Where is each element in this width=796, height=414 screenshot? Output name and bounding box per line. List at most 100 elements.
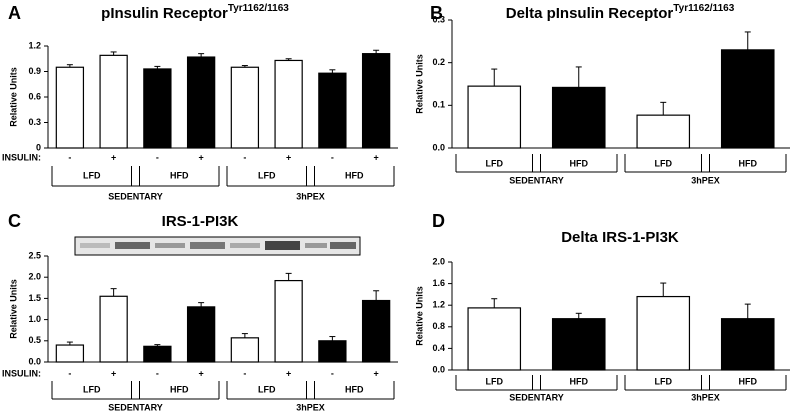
bar	[230, 66, 260, 149]
y-tick-label: 0.8	[432, 321, 445, 331]
y-axis-label: Relative Units	[8, 279, 18, 339]
bar	[99, 54, 128, 149]
group-label: SEDENTARY	[108, 402, 163, 412]
category-label: LFD	[486, 376, 504, 386]
group-label: SEDENTARY	[509, 392, 564, 402]
insulin-label: -	[331, 152, 334, 162]
group-label: 3hPEX	[691, 392, 720, 402]
category-label: HFD	[570, 158, 589, 168]
insulin-row-title: INSULIN:	[2, 368, 41, 378]
category-label: HFD	[170, 384, 189, 394]
y-tick-label: 0.4	[432, 343, 445, 353]
bar	[318, 340, 347, 363]
insulin-label: +	[373, 152, 378, 162]
bar	[274, 279, 303, 363]
y-tick-label: 0.1	[432, 100, 445, 110]
category-label: LFD	[486, 158, 504, 168]
bar	[274, 59, 303, 149]
insulin-label: -	[156, 368, 159, 378]
bar	[99, 295, 128, 363]
chart-title: Delta IRS-1-PI3K	[561, 229, 679, 246]
title-superscript: Tyr1162/1163	[673, 3, 734, 14]
title-text: Delta pInsulin Receptor	[506, 5, 674, 22]
y-tick-label: 0.0	[432, 142, 445, 152]
bar	[551, 86, 606, 149]
y-tick-label: 0.0	[432, 364, 445, 374]
bar	[361, 299, 391, 363]
group-label: SEDENTARY	[509, 175, 564, 185]
chart-title: pInsulin ReceptorTyr1162/1163	[101, 3, 289, 22]
bar	[551, 318, 606, 371]
bar	[186, 56, 216, 149]
bar	[636, 114, 691, 149]
panel-label: A	[8, 3, 21, 23]
group-label: SEDENTARY	[108, 191, 163, 201]
y-axis-label: Relative Units	[8, 67, 18, 127]
title-text: Delta IRS-1-PI3K	[561, 229, 679, 246]
y-tick-label: 2.5	[28, 250, 41, 260]
bar	[720, 318, 775, 371]
panel-label: C	[8, 211, 21, 231]
category-label: HFD	[739, 158, 758, 168]
y-tick-label: 1.5	[28, 293, 41, 303]
category-label: LFD	[258, 170, 276, 180]
insulin-label: +	[286, 368, 291, 378]
bar	[55, 66, 85, 149]
bar	[467, 307, 522, 371]
chart-title: Delta pInsulin ReceptorTyr1162/1163	[506, 3, 735, 22]
y-tick-label: 0.9	[28, 66, 41, 76]
y-tick-label: 1.2	[432, 300, 445, 310]
bar	[467, 85, 522, 149]
y-tick-label: 0.3	[432, 14, 445, 24]
insulin-label: +	[286, 152, 291, 162]
insulin-row-title: INSULIN:	[2, 152, 41, 162]
western-blot	[74, 236, 361, 256]
y-tick-label: 0	[36, 142, 41, 152]
category-label: HFD	[570, 376, 589, 386]
insulin-label: -	[243, 152, 246, 162]
category-label: LFD	[655, 158, 673, 168]
category-label: LFD	[258, 384, 276, 394]
y-tick-label: 0.0	[28, 356, 41, 366]
category-label: LFD	[655, 376, 673, 386]
insulin-label: +	[198, 152, 203, 162]
title-text: IRS-1-PI3K	[162, 213, 239, 230]
y-tick-label: 0.2	[432, 57, 445, 67]
y-tick-label: 2.0	[432, 256, 445, 266]
chart-panel: C IRS-1-PI3K Relative Units 0.0 0.5 1.0 1.5 2.0…	[2, 211, 398, 412]
insulin-label: +	[111, 368, 116, 378]
category-label: HFD	[739, 376, 758, 386]
chart-title: IRS-1-PI3K	[162, 213, 239, 230]
title-text: pInsulin Receptor	[101, 5, 228, 22]
insulin-label: -	[68, 368, 71, 378]
panel-label: D	[432, 211, 445, 231]
insulin-label: +	[111, 152, 116, 162]
chart-panel: D Delta IRS-1-PI3K Relative Units 0.0 0.4 0.8…	[414, 211, 790, 402]
category-label: LFD	[83, 170, 101, 180]
bar	[143, 68, 172, 149]
y-tick-label: 1.0	[28, 314, 41, 324]
group-label: 3hPEX	[296, 402, 325, 412]
insulin-label: +	[198, 368, 203, 378]
insulin-label: -	[68, 152, 71, 162]
insulin-label: +	[373, 368, 378, 378]
title-superscript: Tyr1162/1163	[228, 3, 289, 14]
bar	[143, 345, 172, 363]
bar	[636, 295, 691, 371]
bar	[230, 337, 260, 363]
y-tick-label: 2.0	[28, 272, 41, 282]
bar	[55, 344, 85, 363]
y-axis-label: Relative Units	[414, 286, 424, 346]
bar	[186, 306, 216, 363]
insulin-label: -	[156, 152, 159, 162]
y-tick-label: 0.5	[28, 335, 41, 345]
group-label: 3hPEX	[296, 191, 325, 201]
bar	[361, 53, 391, 149]
y-axis-label: Relative Units	[414, 54, 424, 114]
category-label: HFD	[345, 384, 364, 394]
y-tick-label: 1.6	[432, 278, 445, 288]
y-tick-label: 0.6	[28, 91, 41, 101]
insulin-label: -	[243, 368, 246, 378]
